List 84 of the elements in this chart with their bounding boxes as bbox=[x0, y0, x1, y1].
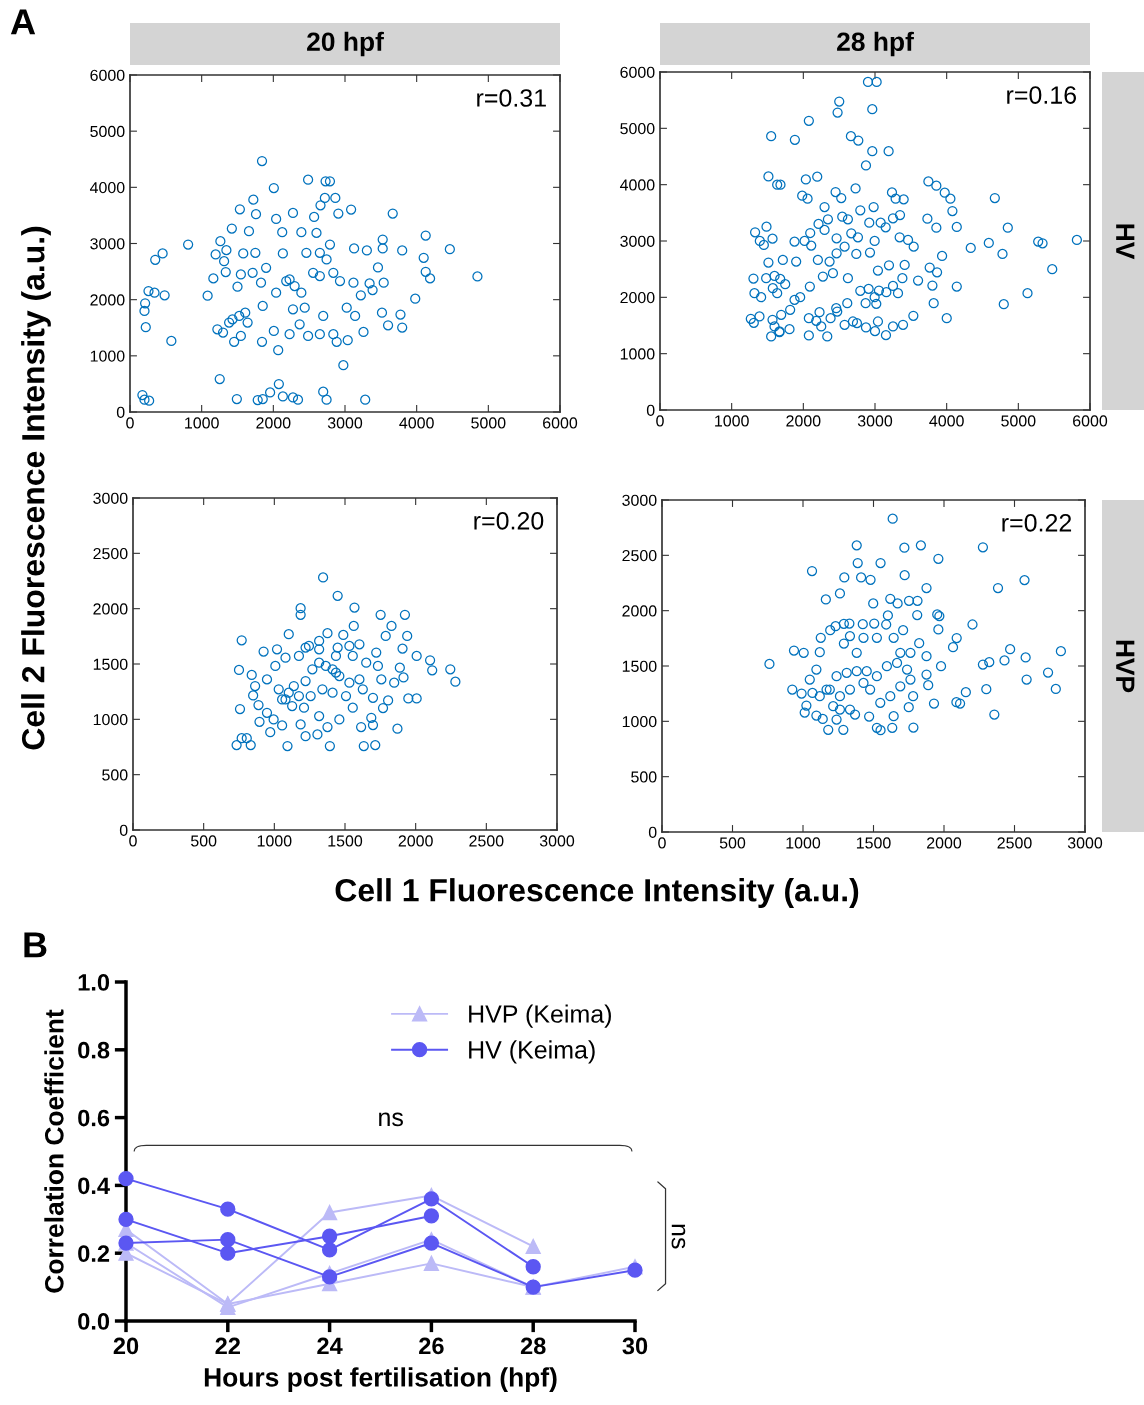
x-tick-label: 2000 bbox=[256, 417, 291, 429]
y-tick-label: 1000 bbox=[90, 350, 125, 362]
y-tick-label: 4000 bbox=[619, 179, 655, 191]
x-tick-label: 1500 bbox=[856, 837, 891, 849]
y-tick-label: 2500 bbox=[622, 549, 657, 562]
x-tick-label: 4000 bbox=[929, 415, 964, 427]
x-tick-label: 5000 bbox=[1001, 415, 1036, 427]
y-tick-label: 2000 bbox=[620, 291, 655, 304]
x-tick-label: 0 bbox=[658, 837, 666, 849]
y-tick-label: 0.0 bbox=[78, 1313, 110, 1330]
annotation: ns bbox=[379, 1112, 403, 1127]
x-tick-label: 1000 bbox=[257, 835, 292, 847]
x-tick-label: 3000 bbox=[857, 415, 893, 427]
x-tick-label: 22 bbox=[215, 1337, 240, 1355]
x-tick-label: 1000 bbox=[786, 837, 821, 849]
x-tick-label: 6000 bbox=[543, 417, 578, 429]
y-tick-label: 0 bbox=[119, 824, 128, 836]
y-tick-label: 1500 bbox=[93, 658, 128, 670]
x-tick-label: 28 bbox=[520, 1337, 546, 1355]
y-tick-label: 1000 bbox=[622, 715, 657, 728]
y-tick-label: 0 bbox=[648, 826, 657, 838]
y2-axis-title: HVP bbox=[1116, 640, 1135, 693]
y-tick-label: 3000 bbox=[93, 492, 128, 504]
y-axis-title: Correlation Coefficient bbox=[44, 1009, 64, 1293]
x-tick-label: 1000 bbox=[715, 415, 749, 427]
y-tick-label: 2000 bbox=[622, 605, 657, 617]
y-tick-label: 2500 bbox=[93, 547, 128, 560]
y-tick-label: 6000 bbox=[90, 69, 125, 81]
y-tick-label: 1000 bbox=[93, 713, 128, 726]
x-tick-label: 500 bbox=[190, 835, 217, 847]
y-tick-label: 0 bbox=[646, 404, 655, 416]
x-tick-label: 6000 bbox=[1073, 415, 1108, 427]
y-tick-label: 6000 bbox=[620, 66, 655, 78]
y-tick-label: 0.8 bbox=[78, 1041, 110, 1059]
y-tick-label: 5000 bbox=[90, 125, 125, 138]
y-tick-label: 3000 bbox=[620, 235, 655, 247]
x-tick-label: 5000 bbox=[471, 417, 506, 429]
y-axis-title: Cell 2 Fluorescence Intensity (a.u.) bbox=[21, 226, 51, 750]
text: A bbox=[10, 9, 36, 35]
y-tick-label: 5000 bbox=[620, 122, 655, 135]
x-axis-title: Cell 1 Fluorescence Intensity (a.u.) bbox=[335, 878, 859, 908]
y-tick-label: 0.2 bbox=[78, 1245, 110, 1262]
y-tick-label: 0.6 bbox=[78, 1109, 110, 1127]
x-tick-label: 2000 bbox=[786, 415, 821, 427]
y-tick-label: 1000 bbox=[620, 348, 655, 360]
text: ns bbox=[671, 1224, 686, 1249]
x-tick-label: 20 bbox=[113, 1337, 139, 1355]
x-tick-label: 1500 bbox=[328, 835, 363, 847]
x-tick-label: 2000 bbox=[398, 835, 433, 847]
y-tick-label: 500 bbox=[102, 769, 128, 781]
x-tick-label: 2000 bbox=[927, 837, 962, 849]
annotation: r=0.31 bbox=[477, 89, 546, 107]
y-tick-label: 1.0 bbox=[78, 974, 110, 991]
y2-axis-title: HV bbox=[1116, 224, 1135, 260]
y-tick-label: 3000 bbox=[90, 238, 125, 250]
y-tick-label: 0 bbox=[116, 406, 125, 418]
x-tick-label: 24 bbox=[317, 1337, 343, 1355]
text: B bbox=[24, 932, 47, 958]
x-tick-label: 500 bbox=[719, 837, 746, 849]
x-tick-label: 3000 bbox=[1067, 837, 1103, 849]
annotation: r=0.20 bbox=[474, 511, 544, 530]
x-tick-label: 4000 bbox=[399, 417, 434, 429]
x-tick-label: 30 bbox=[622, 1337, 648, 1355]
legend-label: HV (Keima) bbox=[469, 1040, 595, 1064]
legend-label: HVP (Keima) bbox=[469, 1004, 611, 1028]
x-tick-label: 0 bbox=[129, 835, 137, 847]
chart-title: 28 hpf bbox=[837, 31, 914, 57]
y-tick-label: 2000 bbox=[93, 603, 128, 615]
x-tick-label: 3000 bbox=[327, 417, 363, 429]
y-tick-label: 0.4 bbox=[78, 1177, 110, 1195]
x-tick-label: 2500 bbox=[469, 835, 504, 847]
x-tick-label: 2500 bbox=[997, 837, 1032, 849]
y-tick-label: 1500 bbox=[622, 660, 657, 672]
x-tick-label: 1000 bbox=[185, 417, 219, 429]
y-tick-label: 3000 bbox=[622, 494, 657, 506]
y-tick-label: 2000 bbox=[90, 294, 125, 306]
annotation: r=0.16 bbox=[1007, 86, 1076, 104]
y-tick-label: 500 bbox=[631, 771, 657, 783]
x-axis-title: Hours post fertilisation (hpf) bbox=[204, 1367, 557, 1392]
chart-title: 20 hpf bbox=[307, 31, 384, 57]
y-tick-label: 4000 bbox=[89, 181, 125, 194]
annotation: r=0.22 bbox=[1002, 513, 1072, 532]
x-tick-label: 3000 bbox=[539, 835, 575, 847]
x-tick-label: 26 bbox=[419, 1337, 444, 1355]
